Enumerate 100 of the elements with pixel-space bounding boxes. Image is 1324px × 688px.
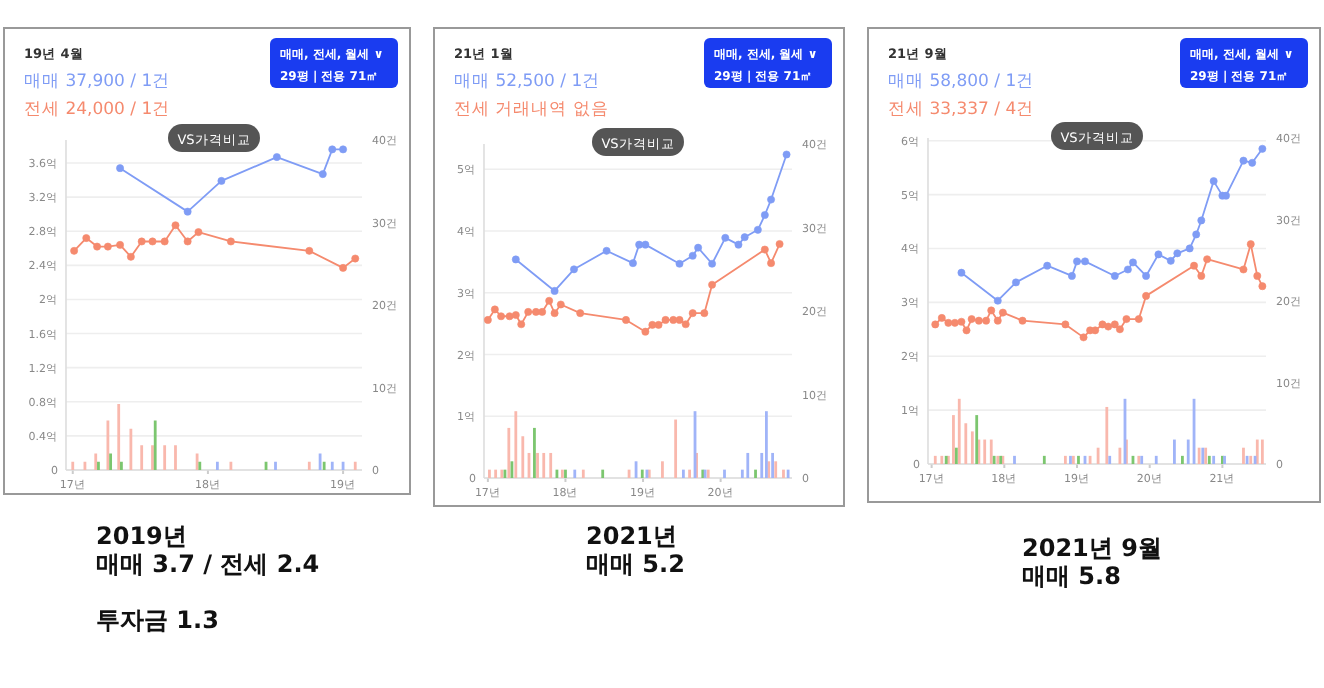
point bbox=[550, 309, 559, 318]
point bbox=[708, 280, 716, 289]
point bbox=[1239, 156, 1248, 165]
point bbox=[708, 259, 716, 268]
point bbox=[602, 246, 611, 255]
point bbox=[1104, 322, 1113, 331]
point bbox=[511, 311, 520, 319]
point bbox=[1239, 265, 1248, 274]
text: 매매 58,800 / 1건 bbox=[888, 72, 1035, 92]
point bbox=[272, 153, 281, 161]
point bbox=[962, 326, 971, 335]
point bbox=[505, 312, 514, 321]
point bbox=[998, 308, 1007, 317]
point bbox=[688, 309, 697, 318]
point bbox=[1012, 278, 1020, 287]
point bbox=[550, 287, 559, 295]
point bbox=[641, 327, 650, 336]
point bbox=[183, 237, 192, 246]
point bbox=[648, 320, 657, 329]
point bbox=[982, 316, 991, 325]
point bbox=[318, 170, 327, 179]
point bbox=[570, 265, 578, 274]
point bbox=[148, 237, 157, 246]
point bbox=[740, 233, 749, 242]
point bbox=[328, 145, 337, 154]
point bbox=[1197, 216, 1206, 225]
point bbox=[767, 259, 775, 268]
point bbox=[126, 252, 135, 261]
point bbox=[681, 320, 690, 329]
text: 전세 24,000 / 1건 bbox=[24, 100, 171, 120]
point bbox=[937, 314, 946, 322]
point bbox=[753, 225, 762, 234]
point bbox=[957, 317, 966, 326]
point bbox=[987, 306, 996, 315]
point bbox=[532, 308, 540, 316]
point bbox=[483, 316, 492, 324]
point bbox=[721, 233, 730, 242]
point bbox=[70, 246, 79, 255]
point bbox=[517, 320, 526, 329]
point bbox=[635, 240, 644, 249]
point bbox=[497, 312, 505, 321]
point bbox=[1154, 250, 1163, 259]
point bbox=[217, 177, 226, 185]
point bbox=[767, 195, 775, 204]
point bbox=[116, 240, 124, 249]
point bbox=[1116, 325, 1124, 334]
point bbox=[1142, 291, 1150, 300]
point bbox=[629, 259, 637, 268]
point bbox=[1185, 244, 1194, 253]
point bbox=[1192, 230, 1201, 239]
text: 2019년 매매 3.7 / 전세 2.4 투자금 1.3 bbox=[96, 522, 320, 634]
point bbox=[1209, 177, 1218, 186]
point bbox=[1129, 258, 1137, 267]
point bbox=[93, 242, 101, 251]
point bbox=[1248, 158, 1257, 167]
point bbox=[974, 316, 983, 325]
point bbox=[1258, 282, 1267, 291]
point bbox=[1018, 316, 1027, 325]
point bbox=[1110, 320, 1119, 329]
point bbox=[967, 315, 976, 323]
point bbox=[622, 316, 630, 324]
point bbox=[760, 245, 769, 254]
point bbox=[1081, 257, 1089, 266]
point bbox=[1142, 272, 1150, 280]
point bbox=[950, 318, 959, 327]
point bbox=[1123, 265, 1132, 274]
point bbox=[104, 242, 112, 251]
point bbox=[661, 316, 670, 324]
point bbox=[226, 237, 235, 246]
text: 2021년 매매 5.2 bbox=[586, 522, 685, 578]
point bbox=[1079, 333, 1088, 342]
point bbox=[1203, 255, 1212, 264]
point bbox=[1122, 315, 1131, 323]
point bbox=[545, 296, 554, 305]
point bbox=[775, 240, 784, 248]
point bbox=[957, 268, 966, 277]
point bbox=[538, 308, 547, 316]
point bbox=[524, 308, 533, 316]
point bbox=[82, 234, 91, 242]
point bbox=[675, 316, 684, 324]
point bbox=[305, 246, 314, 255]
point bbox=[688, 251, 697, 260]
point bbox=[675, 259, 684, 268]
point bbox=[1073, 257, 1081, 266]
point bbox=[1197, 272, 1206, 280]
point bbox=[694, 243, 703, 252]
point bbox=[1061, 320, 1070, 329]
point bbox=[1068, 272, 1076, 280]
point bbox=[1110, 272, 1119, 280]
point bbox=[183, 207, 192, 216]
point bbox=[171, 221, 180, 230]
point bbox=[669, 316, 678, 324]
point bbox=[1134, 315, 1143, 323]
text: 매매 52,500 / 1건 bbox=[454, 72, 601, 92]
text: 매매 37,900 / 1건 bbox=[24, 72, 171, 92]
text: 전세 33,337 / 4건 bbox=[888, 100, 1035, 120]
point bbox=[760, 211, 769, 219]
point bbox=[931, 320, 940, 329]
point bbox=[1166, 256, 1175, 265]
point bbox=[993, 296, 1002, 305]
